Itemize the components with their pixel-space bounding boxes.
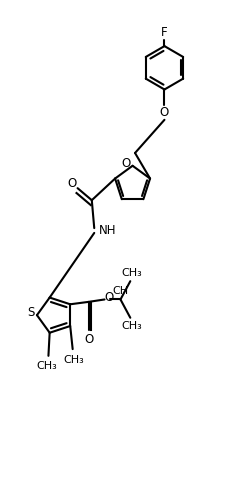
Text: O: O <box>160 106 169 119</box>
Text: NH: NH <box>99 224 116 237</box>
Text: O: O <box>67 177 77 190</box>
Text: F: F <box>161 26 168 39</box>
Text: O: O <box>104 290 114 303</box>
Text: O: O <box>85 333 94 346</box>
Text: CH: CH <box>112 286 128 296</box>
Text: S: S <box>27 306 34 319</box>
Text: CH₃: CH₃ <box>121 268 142 277</box>
Text: CH₃: CH₃ <box>121 321 142 332</box>
Text: O: O <box>122 157 131 170</box>
Text: CH₃: CH₃ <box>37 362 58 371</box>
Text: CH₃: CH₃ <box>63 355 84 365</box>
